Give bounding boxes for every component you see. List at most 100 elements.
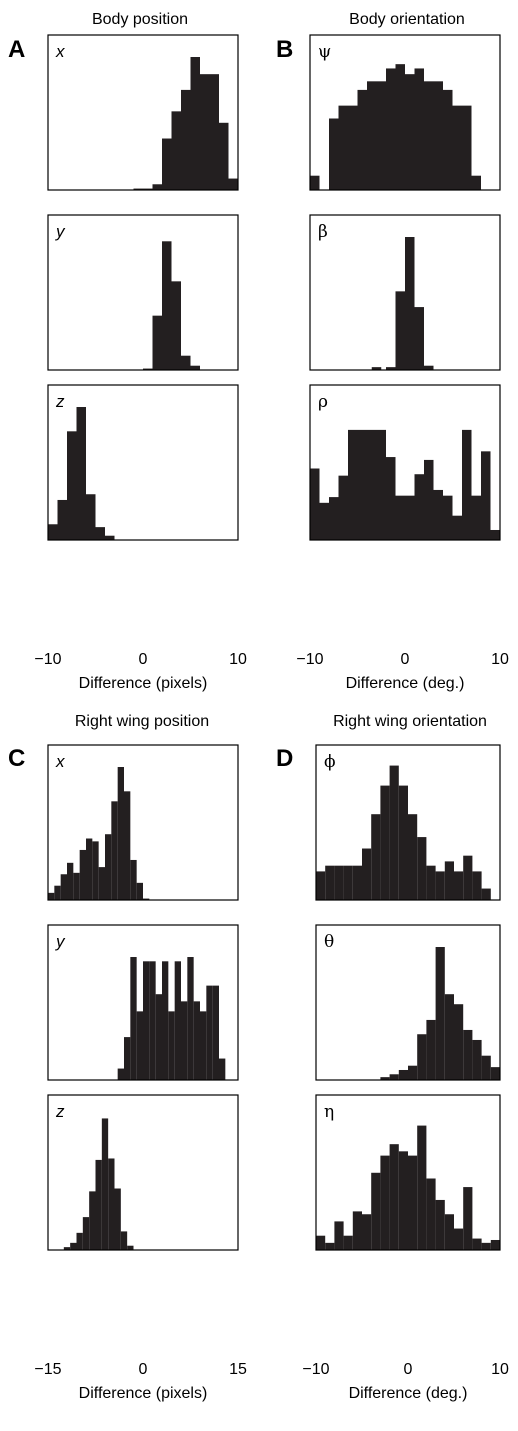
histogram-bar — [471, 495, 481, 540]
histogram-bar — [73, 872, 80, 900]
histogram-bar — [136, 882, 143, 900]
histogram-bar — [149, 961, 156, 1080]
plot-frame — [309, 384, 501, 541]
histogram-bar — [433, 489, 443, 540]
plot-frame — [309, 34, 501, 191]
histogram-bar — [443, 495, 453, 540]
histogram-bar — [462, 105, 472, 190]
title-right-wing-position: Right wing position — [75, 713, 209, 730]
histogram-bar — [371, 1172, 381, 1250]
histogram-bar — [334, 865, 344, 900]
histogram-bar — [481, 888, 491, 900]
histogram-bar — [371, 814, 381, 900]
histogram-bar — [398, 1069, 408, 1080]
histogram-bar — [338, 475, 348, 540]
histogram-bar — [108, 1158, 115, 1250]
histogram-bar — [398, 1151, 408, 1250]
histogram-bar — [395, 495, 405, 540]
panel-a-subplot-1: x — [47, 34, 239, 191]
subplot-label: z — [55, 1102, 65, 1121]
histogram-bar — [405, 237, 415, 370]
panel-letter-b: B — [276, 36, 293, 63]
plot-frame — [47, 34, 239, 191]
panel-c-subplot-2: y — [47, 924, 239, 1081]
histogram-bar — [452, 515, 462, 540]
histogram-bar — [124, 791, 131, 900]
histogram-bar — [348, 429, 358, 540]
histogram-bar — [481, 1242, 491, 1250]
histogram-plots: x y z −10 0 10 Difference (pixels) ψ β ρ −10 0 10 Dif… — [34, 34, 509, 1402]
x-tick-label: 15 — [229, 1361, 247, 1378]
histogram-bar — [181, 89, 191, 190]
subplot-label: x — [55, 42, 65, 61]
histogram-bar — [67, 431, 77, 540]
histogram-bar — [405, 74, 415, 190]
panel-d-subplot-2: θ — [315, 924, 501, 1081]
x-tick-label: 0 — [401, 651, 410, 668]
histogram-bar — [490, 1239, 500, 1250]
x-axis-label: Difference (pixels) — [79, 1385, 208, 1402]
histogram-bar — [443, 89, 453, 190]
histogram-bar — [171, 281, 181, 370]
histogram-bar — [86, 494, 96, 540]
histogram-bar — [143, 368, 153, 370]
histogram-bar — [389, 1074, 399, 1080]
panel-letter-c: C — [8, 745, 25, 772]
histogram-bar — [414, 474, 424, 540]
panel-a-subplot-3: z — [47, 384, 239, 541]
subplot-label: ϕ — [324, 752, 336, 772]
histogram-bar — [362, 1214, 372, 1250]
subplot-label: y — [55, 222, 66, 241]
histogram-bar — [463, 855, 473, 900]
histogram-bar — [124, 1037, 131, 1080]
title-right-wing-orientation: Right wing orientation — [333, 713, 487, 730]
histogram-bar — [463, 1187, 473, 1250]
histogram-bar — [386, 367, 396, 370]
histogram-bar — [325, 865, 335, 900]
histogram-bar — [171, 111, 181, 190]
histogram-bar — [435, 871, 445, 900]
histogram-bar — [48, 892, 55, 900]
histogram-bar — [398, 785, 408, 900]
histogram-bar — [127, 1245, 134, 1250]
histogram-bar — [209, 74, 219, 190]
histogram-bar — [92, 841, 99, 900]
histogram-bar — [325, 1242, 335, 1250]
histogram-bar — [454, 1228, 464, 1250]
histogram-bar — [338, 105, 348, 190]
histogram-bar — [376, 429, 386, 540]
histogram-bar — [200, 74, 210, 190]
plot-frame — [315, 1094, 501, 1251]
panel-a-subplot-2: y — [47, 214, 239, 371]
histogram-bar — [472, 1039, 482, 1080]
subplot-label: y — [55, 932, 66, 951]
x-axis-label: Difference (deg.) — [349, 1385, 468, 1402]
histogram-bar — [329, 118, 339, 190]
histogram-bar — [426, 865, 436, 900]
histogram-bar — [114, 1188, 121, 1250]
panel-b-subplot-2: β — [309, 214, 501, 371]
histogram-bar — [362, 848, 372, 900]
histogram-bar — [48, 524, 58, 540]
histogram-bar — [190, 365, 200, 370]
histogram-bar — [162, 961, 169, 1080]
x-tick-label: −10 — [296, 651, 323, 668]
histogram-bar — [152, 184, 162, 190]
histogram-bar — [357, 89, 367, 190]
histogram-bar — [143, 188, 153, 190]
histogram-bar — [162, 138, 172, 190]
histogram-bar — [414, 68, 424, 190]
histogram-bar — [380, 785, 390, 900]
histogram-bar — [380, 1077, 390, 1080]
subplot-label: x — [55, 752, 65, 771]
x-tick-label: −15 — [34, 1361, 61, 1378]
histogram-bar — [219, 122, 229, 190]
histogram-bar — [82, 1217, 90, 1250]
subplot-label: θ — [324, 932, 334, 952]
histogram-bar — [76, 1232, 83, 1250]
histogram-bar — [424, 459, 434, 540]
subplot-label: β — [318, 222, 328, 242]
histogram-bar — [444, 994, 454, 1080]
title-body-orientation: Body orientation — [349, 11, 465, 28]
